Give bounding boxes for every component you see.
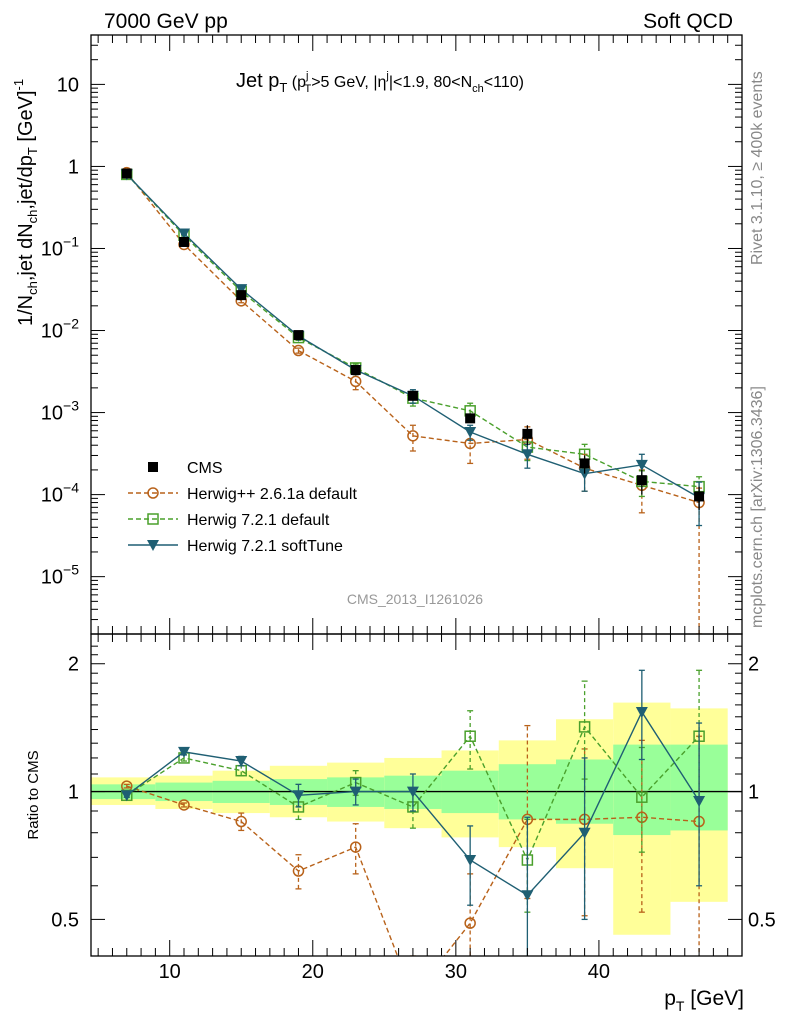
main-series-2-point [578,468,591,480]
cms-point [407,390,418,401]
category-label: Soft QCD [643,10,733,33]
main-y-tick-label: 10−2 [41,316,79,343]
cms-point [236,290,247,301]
main-series-2-point [635,459,648,471]
ratio-series-2-point [178,746,190,758]
ratio-uncertainty-bands [91,702,728,935]
rivet-label: Rivet 3.1.10, ≥ 400k events [749,71,766,265]
legend-marker-0 [147,487,159,499]
main-series-2-point [178,228,190,240]
ratio-series-2-point [120,790,133,802]
x-tick-label: 40 [588,961,610,983]
main-series-0-point [292,344,305,357]
legend-label-0: Herwig++ 2.6.1a default [187,486,357,503]
ratio-plot-area [91,669,742,1001]
cms-point [579,458,590,469]
ratio-frame [90,633,743,957]
cms-point [121,168,132,179]
ratio-series-0-point [464,917,476,929]
ratio-series-0-point [235,815,247,828]
main-plot-area [120,166,706,634]
ratio-series-1-point [578,721,591,733]
energy-label: 7000 GeV pp [104,10,228,33]
ratio-y-tick-label-left: 1 [68,782,79,804]
main-y-tick-label: 10−1 [41,233,79,260]
ratio-y-tick-label-left: 2 [68,654,79,676]
main-title: Jet pT (pj T>5 GeV, |ηj|<1.9, 80<Nch<110) [236,70,524,95]
ratio-y-label: Ratio to CMS [25,750,42,839]
main-series-0-point [349,375,362,388]
main-series-0-point [407,430,419,442]
ratio-series-1-line [126,725,700,862]
main-y-tick-label: 10 [57,74,79,96]
ratio-series-2-point [693,796,706,808]
ratio-y-tick-label-left: 0.5 [51,909,79,931]
legend-label-2: Herwig 7.2.1 softTune [187,538,343,555]
cms-point [522,428,533,439]
legend-marker-2 [147,540,159,551]
main-y-label: 1/Nch,jet dNch,jet/dpT [GeV]-1 [11,79,40,326]
ratio-series-1-point [636,791,648,803]
ratio-series-0-point [408,991,418,1001]
ratio-series-2-point [521,890,534,902]
ratio-series-2-point [235,756,248,768]
main-y-tick-label: 10−3 [41,398,79,425]
cms-point [465,413,476,424]
main-y-tick-label: 10−4 [41,480,79,507]
ratio-series-0-point [292,865,305,877]
x-tick-label: 10 [159,961,181,983]
ratio-series-1-point [464,730,476,742]
cms-point [179,236,189,247]
ratio-series-2-point [292,790,305,802]
ratio-series-0-point [349,841,362,853]
legend-cms-marker [148,462,158,472]
ratio-series-2-point [635,706,648,718]
ratio-y-tick-label-right: 0.5 [748,909,776,931]
main-y-tick-label: 1 [68,156,79,178]
cms-point [694,491,705,502]
legend-cms-label: CMS [187,460,223,477]
ratio-series-2-point [464,855,477,867]
analysis-id: CMS_2013_I1261026 [347,591,483,607]
ratio-series-2-point [578,827,591,839]
mcplots-label: mcplots.cern.ch [arXiv:1306.3436] [749,386,766,628]
main-series-2-point [235,284,248,296]
ratio-series-2-point [349,786,362,798]
legend-marker-1 [147,513,159,525]
x-tick-label: 20 [302,961,324,983]
ratio-y-tick-label-right: 1 [748,782,759,804]
x-tick-label: 30 [445,961,467,983]
main-series-2-point [464,426,477,438]
axes: 10 1 10−1 10−2 10−3 10−4 10−5 10 20 30 40 0.5 0.5 1 1 2… [41,34,776,983]
x-axis-label: pT [GeV] [664,987,744,1014]
main-y-tick-label: 10−5 [41,562,79,589]
legend-label-1: Herwig 7.2.1 default [187,512,330,529]
cms-point [350,365,361,376]
main-series-2-point [521,449,534,461]
ratio-series-0-point [178,799,190,811]
ratio-y-tick-label-right: 2 [748,654,759,676]
main-series-0-line [126,172,700,504]
ratio-series-0-line [126,785,700,956]
cms-point [293,330,304,341]
ratio-series-2-point [406,786,419,798]
legend: CMS Herwig++ 2.6.1a default Herwig 7.2.1 d… [128,460,357,555]
main-series-1-line [126,173,700,488]
cms-point [636,475,647,486]
